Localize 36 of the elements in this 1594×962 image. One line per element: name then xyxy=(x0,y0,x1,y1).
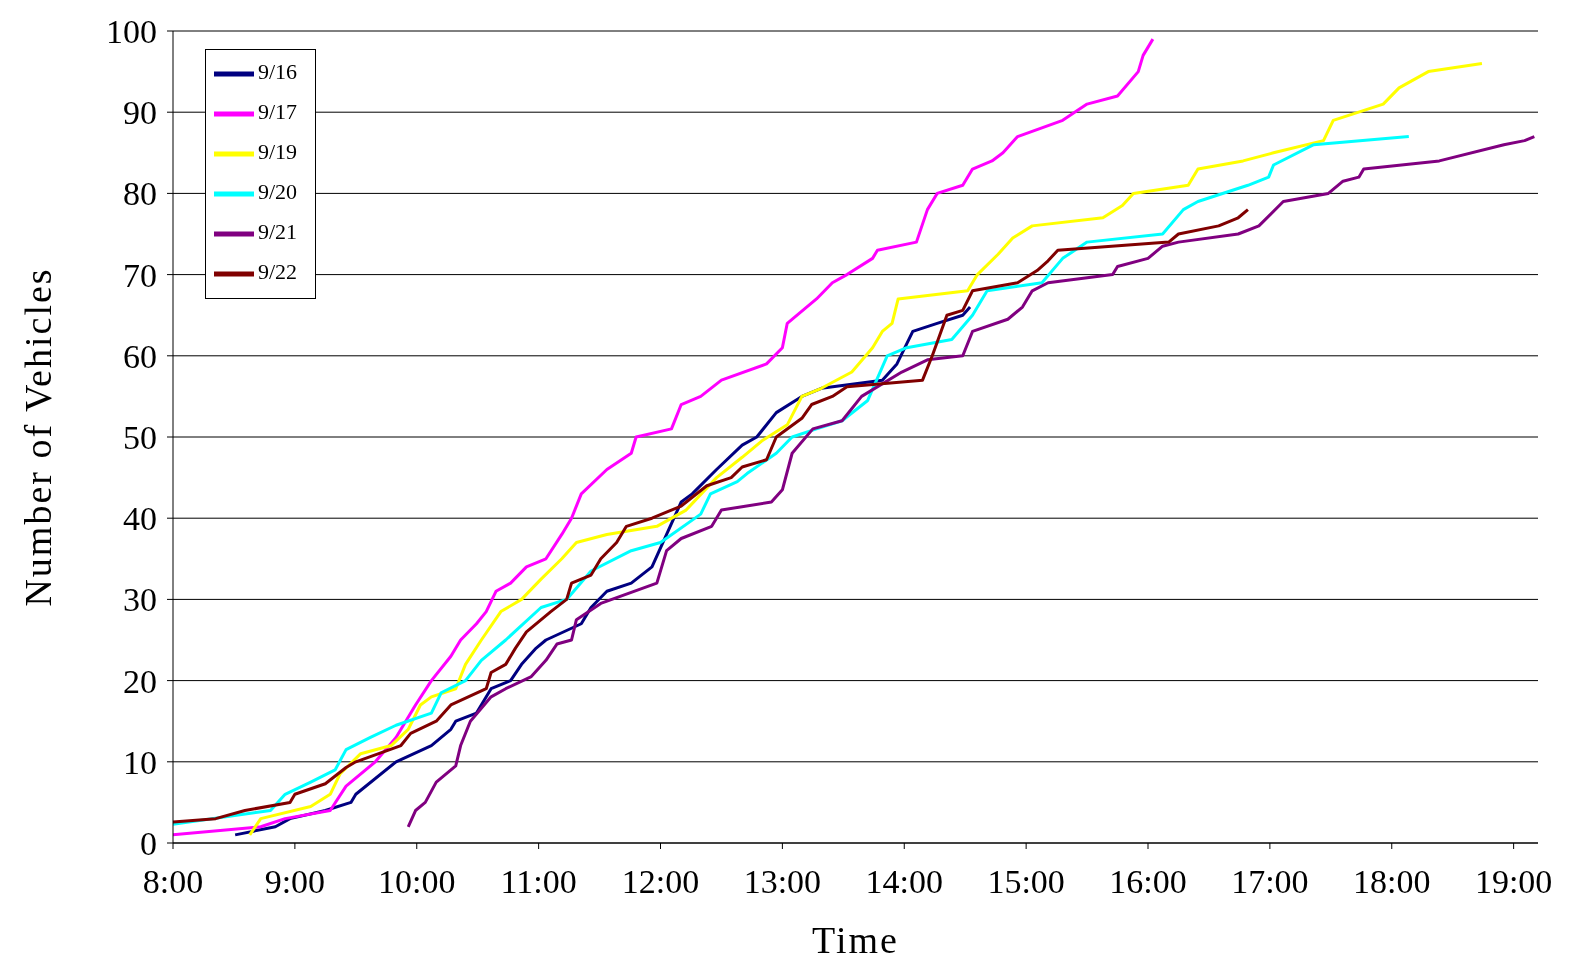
y-tick-label: 90 xyxy=(123,94,157,132)
x-tick-label: 11:00 xyxy=(500,863,577,901)
line-series xyxy=(173,37,1155,837)
x-axis-title: Time xyxy=(812,919,899,961)
x-tick-label: 17:00 xyxy=(1231,863,1309,901)
x-tick-label: 10:00 xyxy=(378,863,456,901)
x-tick-label: 9:00 xyxy=(264,863,326,901)
y-tick-label: 10 xyxy=(123,743,157,781)
x-tick-label: 15:00 xyxy=(987,863,1065,901)
line-series xyxy=(173,135,1411,826)
x-tick-label: 14:00 xyxy=(865,863,943,901)
y-axis-title: Number of Vehicles xyxy=(17,267,60,607)
y-tick-label: 50 xyxy=(123,419,157,457)
x-tick-label: 19:00 xyxy=(1474,863,1553,901)
line-series xyxy=(173,208,1250,824)
x-tick-label: 8:00 xyxy=(142,863,204,901)
y-tick-label: 30 xyxy=(123,581,157,619)
y-tick-label: 20 xyxy=(123,662,157,700)
line-series xyxy=(406,135,1536,829)
x-tick-label: 16:00 xyxy=(1109,863,1187,901)
legend-label: 9/21 xyxy=(258,219,298,245)
y-tick-label: 70 xyxy=(123,256,157,294)
legend-label: 9/16 xyxy=(258,59,298,85)
x-tick-label: 18:00 xyxy=(1353,863,1431,901)
legend-label: 9/17 xyxy=(258,99,298,125)
x-tick-label: 12:00 xyxy=(621,863,700,901)
line-series xyxy=(248,61,1484,837)
legend-label: 9/22 xyxy=(258,259,298,285)
y-tick-label: 0 xyxy=(140,825,157,863)
legend-label: 9/20 xyxy=(258,179,298,205)
x-tick-label: 13:00 xyxy=(743,863,822,901)
y-tick-label: 100 xyxy=(106,13,157,51)
y-tick-label: 60 xyxy=(123,337,157,375)
y-tick-label: 40 xyxy=(123,500,157,538)
legend-label: 9/19 xyxy=(258,139,298,165)
y-tick-label: 80 xyxy=(123,175,157,213)
